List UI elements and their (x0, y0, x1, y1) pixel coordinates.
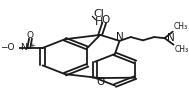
Text: O: O (102, 15, 110, 25)
Text: Cl: Cl (93, 9, 104, 19)
Text: O: O (96, 77, 104, 87)
Text: CH₃: CH₃ (174, 22, 188, 31)
Text: H: H (95, 17, 103, 27)
Text: +: + (29, 43, 35, 49)
Text: O: O (27, 32, 34, 40)
Text: N: N (116, 32, 123, 42)
Text: N: N (167, 33, 174, 43)
Text: CH₃: CH₃ (174, 45, 188, 54)
Text: N: N (21, 43, 27, 52)
Text: −O: −O (0, 43, 14, 52)
